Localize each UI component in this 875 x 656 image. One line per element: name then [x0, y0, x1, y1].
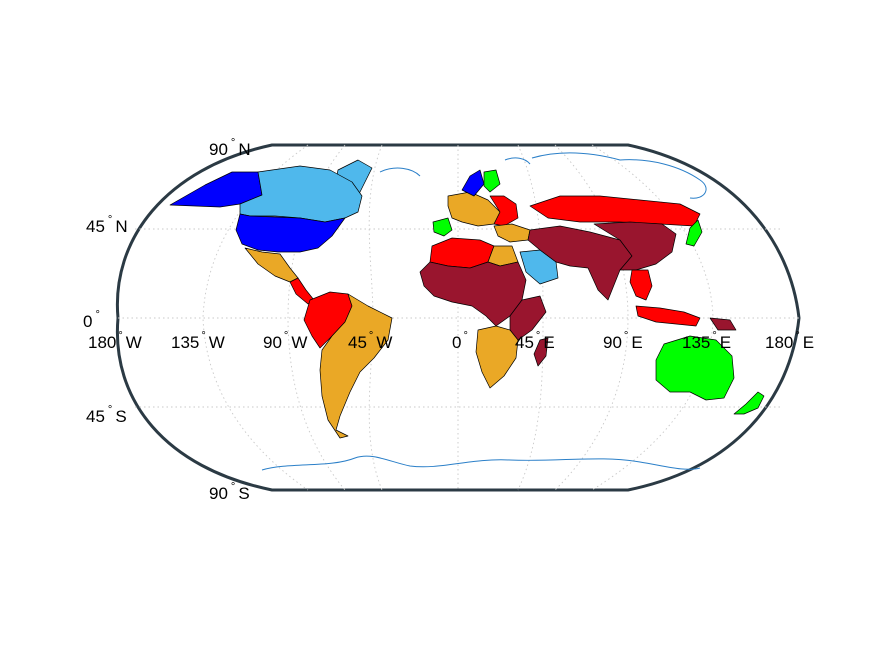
- region-indonesia: [635, 305, 701, 327]
- lon-label-90w: 90 ° W: [263, 330, 307, 352]
- lon-label-0: 0 °: [452, 330, 468, 352]
- graticule-lon-45w: [368, 144, 383, 491]
- region-western-europe: [447, 191, 501, 227]
- region-central-south-asia: [527, 225, 633, 301]
- region-madagascar: [533, 337, 549, 367]
- region-united-states: [235, 213, 346, 253]
- graticule-lon-45e: [517, 144, 544, 491]
- region-brazil-southern-south-america: [319, 293, 393, 439]
- lon-label-45e: 45 ° E: [515, 330, 555, 352]
- lon-label-135e: 135 ° E: [682, 330, 731, 352]
- lon-label-180e: 180 ° E: [765, 330, 814, 352]
- graticule-lon-90w: [287, 144, 346, 491]
- coastlines: [261, 152, 707, 471]
- latitude-labels: 90 ° N 45 ° N 0 ° 45 ° S 90 ° S: [83, 137, 251, 503]
- lon-label-45w: 45 ° W: [348, 330, 392, 352]
- lat-label-90n: 90 ° N: [209, 137, 251, 159]
- region-australia: [655, 335, 735, 401]
- region-east-africa: [509, 295, 547, 341]
- lon-label-135w: 135 ° W: [171, 330, 225, 352]
- country-regions: [169, 159, 765, 439]
- lat-label-90s: 90 ° S: [209, 481, 250, 503]
- antarctica-coastline: [261, 455, 701, 471]
- longitude-labels: 180 ° W 135 ° W 90 ° W 45 ° W 0 ° 45 ° E 90 ° E 135 ° E…: [88, 330, 814, 352]
- lat-label-equator: 0 °: [83, 309, 100, 331]
- region-papua-new-guinea: [709, 317, 737, 331]
- lat-label-45n: 45 ° N: [86, 214, 128, 236]
- region-russia: [529, 195, 701, 227]
- lat-label-45s: 45 ° S: [86, 404, 127, 426]
- region-eastern-europe: [489, 195, 519, 227]
- lon-label-90e: 90 ° E: [603, 330, 643, 352]
- graticule-lon-135e: [591, 144, 714, 491]
- region-scandinavia: [461, 169, 485, 197]
- siberia-coastline: [531, 152, 707, 199]
- lon-label-180w: 180 ° W: [88, 330, 142, 352]
- region-china: [593, 221, 677, 271]
- region-finland: [483, 169, 501, 193]
- region-new-zealand: [733, 391, 765, 415]
- region-japan: [685, 219, 703, 247]
- region-southern-africa: [475, 325, 519, 389]
- region-southeast-asia: [629, 269, 653, 301]
- arctic-islands-coastline: [379, 157, 531, 177]
- region-iberia: [432, 217, 453, 237]
